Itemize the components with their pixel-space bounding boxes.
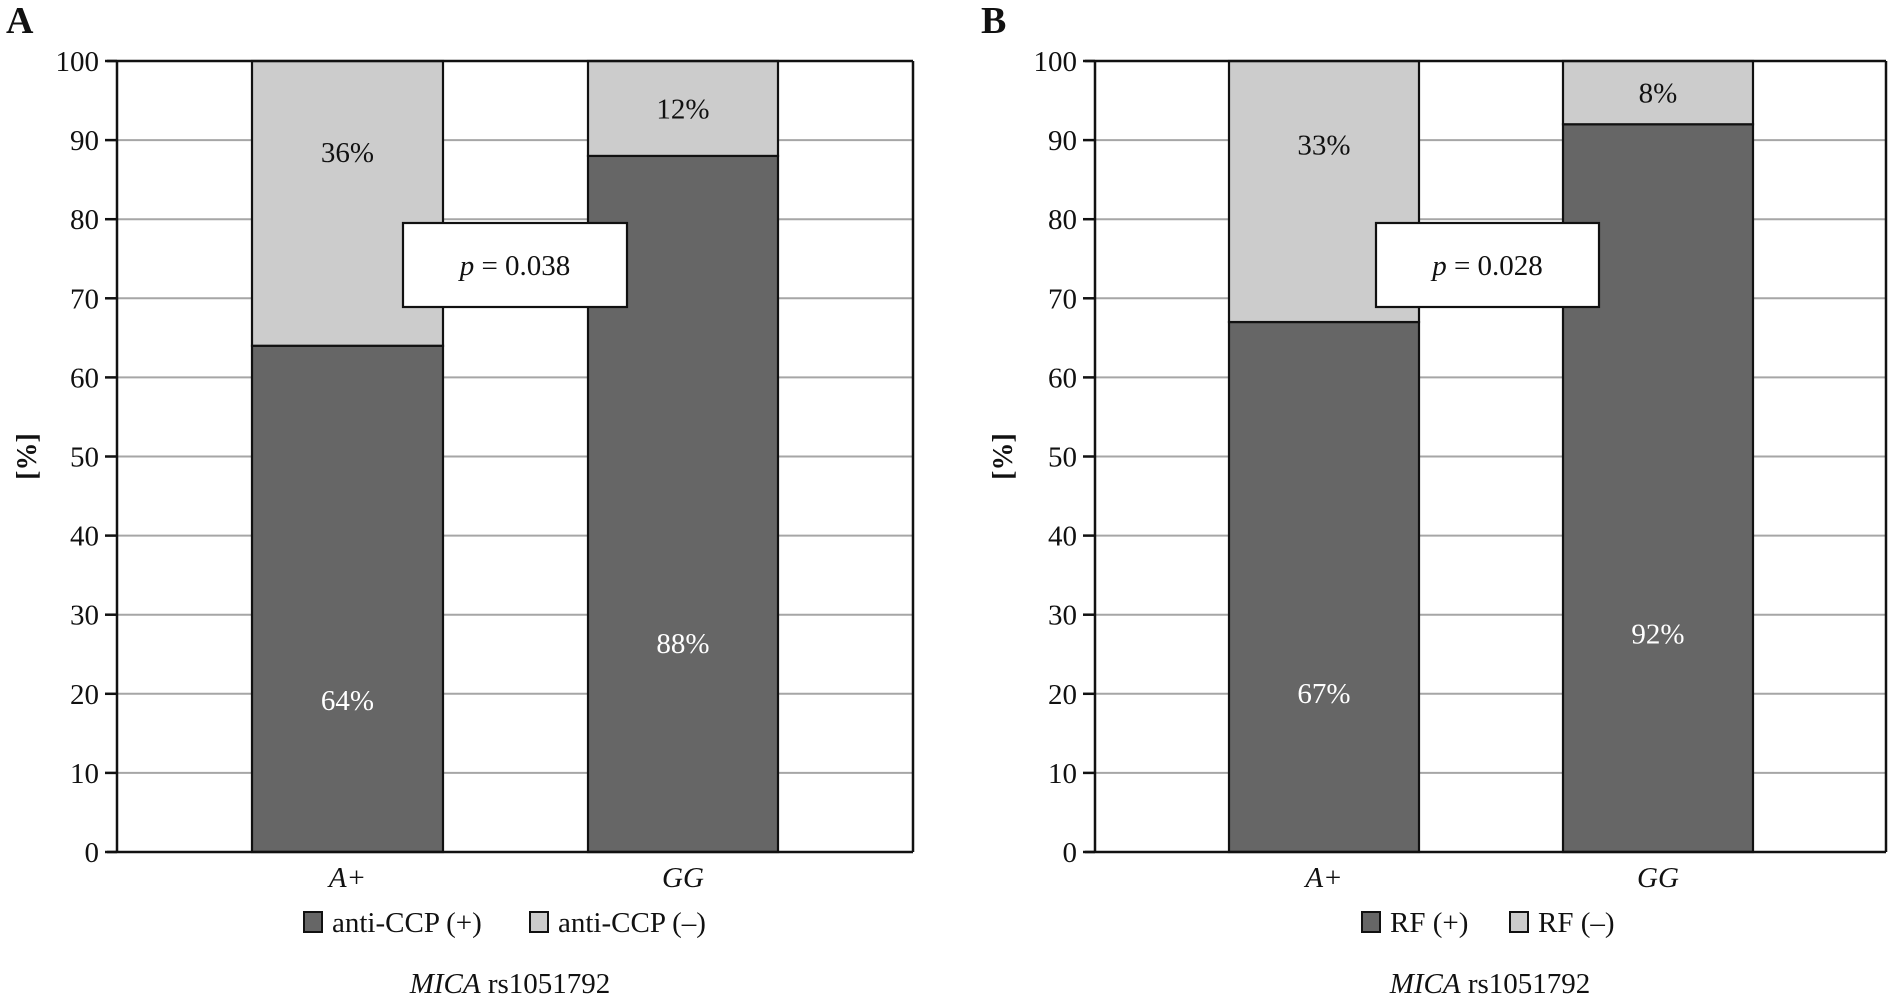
y-tick-label: 0: [1063, 837, 1078, 869]
gene-name: MICA: [409, 968, 481, 1000]
panel-letter: A: [6, 0, 34, 42]
x-tick-label: A+: [1303, 862, 1342, 894]
legend-label: anti-CCP (–): [558, 907, 706, 939]
p-value-text: p = 0.028: [1430, 250, 1543, 282]
panel-letter: B: [981, 0, 1006, 42]
p-symbol: p: [1430, 250, 1447, 282]
snp-id: rs1051792: [1461, 968, 1591, 1000]
x-tick-label: A+: [327, 862, 366, 894]
legend-label: RF (–): [1538, 907, 1615, 939]
y-tick-label: 20: [1048, 679, 1077, 711]
y-axis-label: [%]: [988, 433, 1019, 480]
y-tick-label: 60: [1048, 362, 1077, 394]
legend-item: RF (–): [1509, 907, 1615, 939]
legend-item: anti-CCP (–): [529, 907, 706, 939]
y-tick-label: 0: [85, 837, 100, 869]
y-tick-label: 10: [70, 758, 99, 790]
x-axis-title: MICA rs1051792: [409, 968, 611, 1000]
p-value-box: [401, 221, 629, 309]
y-tick-label: 100: [1034, 46, 1078, 78]
data-label: 12%: [656, 93, 709, 125]
y-tick-label: 50: [70, 442, 99, 474]
p-value: = 0.028: [1447, 250, 1543, 282]
legend-swatch: [303, 911, 323, 933]
p-value: = 0.038: [474, 250, 570, 282]
y-tick-label: 80: [1048, 204, 1077, 236]
snp-id: rs1051792: [481, 968, 611, 1000]
y-tick-label: 90: [1048, 125, 1077, 157]
data-label: 67%: [1297, 678, 1350, 710]
y-tick-label: 60: [70, 362, 99, 394]
gene-name: MICA: [1389, 968, 1461, 1000]
y-tick-label: 40: [1048, 521, 1077, 553]
y-tick-label: 70: [1048, 283, 1077, 315]
legend-swatch: [1509, 911, 1529, 933]
p-value-text: p = 0.038: [458, 250, 571, 282]
legend-label: anti-CCP (+): [332, 907, 482, 939]
y-tick-label: 70: [70, 283, 99, 315]
legend-swatch: [1361, 911, 1381, 933]
panel-a: A 64% 36% A+ 88% 12% GG 0 10 20 30 40 50 60 70 80 90 100 […: [6, 0, 915, 1000]
bar-segment: [1561, 59, 1755, 126]
panel-b: B 67% 33% A+ 92% 8% GG 0 10 20 30 40 50 60 70 80 90 100 [%…: [981, 0, 1888, 1000]
data-label: 92%: [1631, 619, 1684, 651]
y-tick-label: 30: [70, 600, 99, 632]
data-label: 33%: [1297, 130, 1350, 162]
y-tick-label: 10: [1048, 758, 1077, 790]
y-tick-label: 80: [70, 204, 99, 236]
legend-label: RF (+): [1390, 907, 1468, 939]
p-value-box: [1374, 221, 1601, 309]
x-tick-label: GG: [662, 862, 704, 894]
data-label: 64%: [321, 685, 374, 717]
legend-swatch: [529, 911, 549, 933]
bar-segment: [1227, 320, 1421, 854]
data-label: 36%: [321, 137, 374, 169]
bar-segment: [250, 344, 445, 854]
data-label: 8%: [1639, 78, 1678, 110]
data-label: 88%: [656, 628, 709, 660]
legend-item: anti-CCP (+): [303, 907, 482, 939]
x-tick-label: GG: [1637, 862, 1679, 894]
y-tick-label: 90: [70, 125, 99, 157]
y-tick-label: 40: [70, 521, 99, 553]
y-tick-label: 100: [56, 46, 100, 78]
y-axis-label: [%]: [12, 433, 43, 480]
y-tick-label: 20: [70, 679, 99, 711]
x-axis-title: MICA rs1051792: [1389, 968, 1591, 1000]
legend: anti-CCP (+) anti-CCP (–): [303, 907, 706, 939]
p-symbol: p: [458, 250, 475, 282]
y-tick-label: 30: [1048, 600, 1077, 632]
legend: RF (+) RF (–): [1361, 907, 1615, 939]
legend-item: RF (+): [1361, 907, 1468, 939]
y-tick-label: 50: [1048, 442, 1077, 474]
